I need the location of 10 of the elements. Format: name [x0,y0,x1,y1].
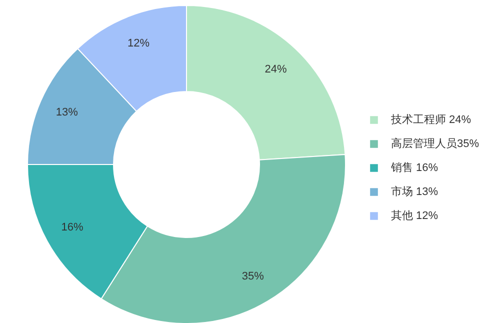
legend-label: 技术工程师 24% [391,113,472,127]
data-label: 35% [242,270,264,283]
data-label: 12% [127,37,150,50]
legend-label: 高层管理人员35% [391,136,480,151]
legend-label: 销售 16% [391,161,438,175]
legend-label: 市场 13% [391,184,438,199]
data-label: 24% [264,63,287,76]
data-label: 13% [56,106,78,119]
legend-label: 其他 12% [391,209,438,223]
data-label: 16% [61,221,84,234]
